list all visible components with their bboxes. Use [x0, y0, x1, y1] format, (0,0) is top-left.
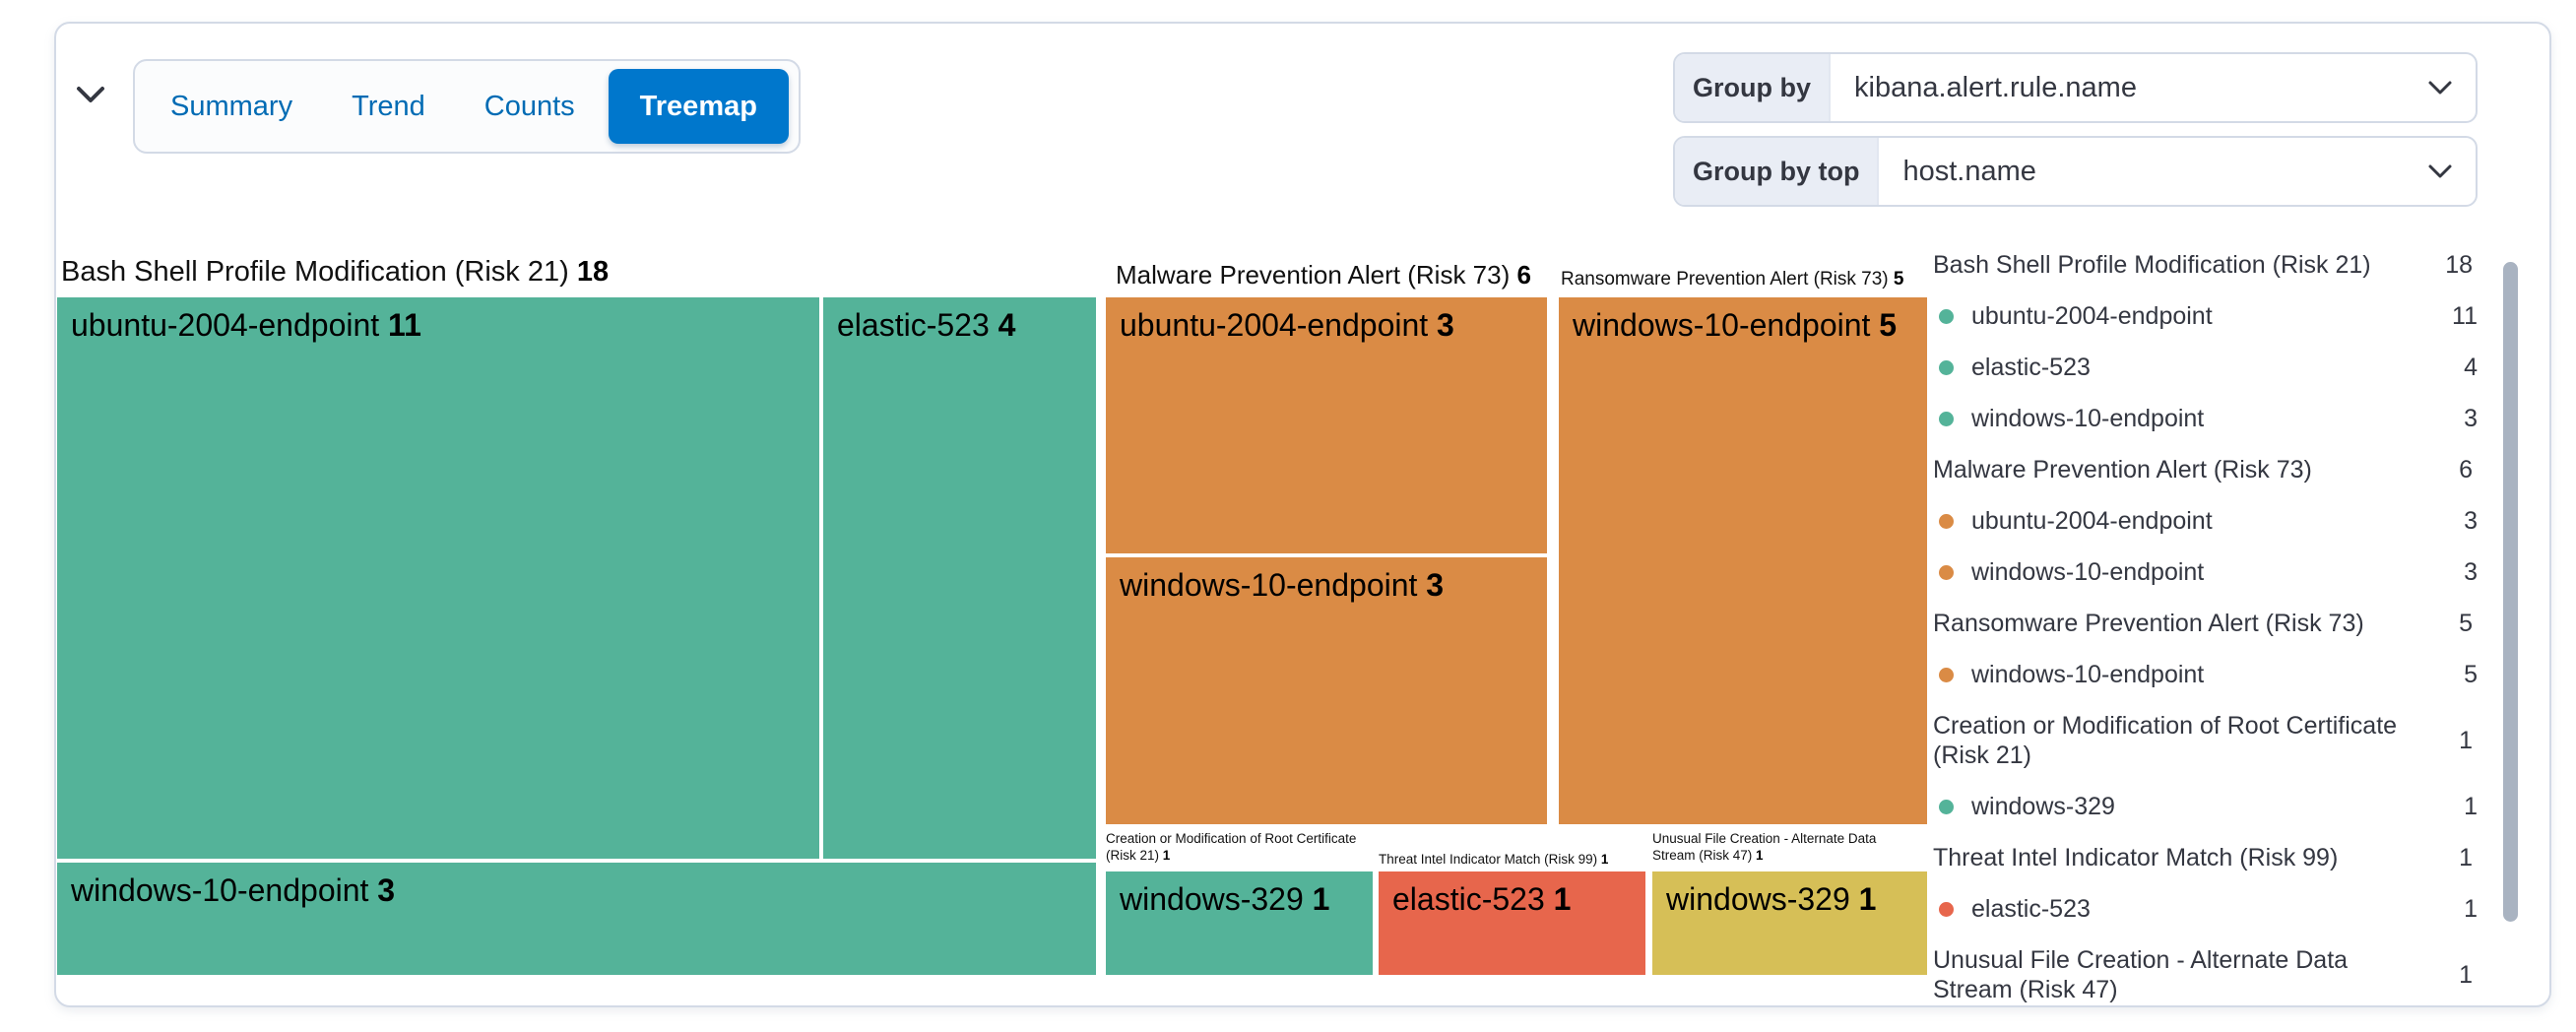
treemap-cell-label: windows-329 1 — [1120, 881, 1330, 917]
legend-dot — [1939, 513, 1954, 529]
treemap-cell-label: windows-10-endpoint 3 — [71, 872, 396, 908]
treemap-cell[interactable]: windows-10-endpoint 3 — [1106, 557, 1547, 824]
group-by-label: Group by — [1675, 54, 1831, 121]
legend-item-row[interactable]: windows-329 1 — [1933, 792, 2478, 821]
collapse-accordion-button[interactable] — [65, 69, 116, 120]
legend-title-row[interactable]: Bash Shell Profile Modification (Risk 21… — [1933, 251, 2473, 279]
legend-item-row[interactable]: windows-10-endpoint 3 — [1933, 557, 2478, 587]
legend-dot — [1939, 901, 1954, 917]
legend-dot — [1939, 308, 1954, 324]
legend-item-row[interactable]: ubuntu-2004-endpoint 3 — [1933, 506, 2478, 536]
treemap-group-title: Malware Prevention Alert (Risk 73) 6 — [1116, 260, 1531, 290]
treemap-cell-label: windows-329 1 — [1666, 881, 1877, 917]
tab-summary[interactable]: Summary — [141, 61, 322, 152]
group-by-top-select[interactable]: Group by top host.name — [1673, 136, 2478, 207]
chevron-down-icon — [75, 85, 106, 104]
treemap-group-title: Creation or Modification of Root Certifi… — [1106, 831, 1357, 863]
treemap-cell[interactable]: windows-329 1 — [1106, 871, 1373, 975]
legend-item-row[interactable]: windows-10-endpoint 5 — [1933, 660, 2478, 689]
treemap-cell[interactable]: windows-329 1 — [1652, 871, 1927, 975]
legend-title-row[interactable]: Threat Intel Indicator Match (Risk 99) 1 — [1933, 844, 2473, 871]
legend-title-row[interactable]: Malware Prevention Alert (Risk 73) 6 — [1933, 456, 2473, 484]
group-by-top-value: host.name — [1902, 155, 2036, 187]
legend-dot — [1939, 411, 1954, 426]
treemap-cell-label: windows-10-endpoint 3 — [1120, 567, 1445, 603]
treemap-group-title: Ransomware Prevention Alert (Risk 73) 5 — [1561, 269, 1904, 290]
legend-dot — [1939, 564, 1954, 580]
chevron-down-icon — [2426, 138, 2476, 205]
treemap-cell[interactable]: windows-10-endpoint 3 — [57, 863, 1096, 975]
group-by-top-label: Group by top — [1675, 138, 1880, 205]
legend-dot — [1939, 359, 1954, 375]
treemap-cell-label: elastic-523 4 — [837, 307, 1016, 343]
treemap-cell[interactable]: ubuntu-2004-endpoint 11 — [57, 297, 819, 859]
legend-scrollbar-thumb[interactable] — [2503, 262, 2518, 922]
group-by-value: kibana.alert.rule.name — [1854, 71, 2137, 103]
treemap-legend: Bash Shell Profile Modification (Risk 21… — [1933, 250, 2478, 1026]
legend-dot — [1939, 799, 1954, 814]
treemap-group-title: Threat Intel Indicator Match (Risk 99) 1 — [1379, 852, 1609, 867]
legend-item-row[interactable]: elastic-523 4 — [1933, 353, 2478, 382]
group-by-select[interactable]: Group by kibana.alert.rule.name — [1673, 52, 2478, 123]
treemap-cell[interactable]: elastic-523 1 — [1379, 871, 1645, 975]
legend-item-row[interactable]: elastic-523 1 — [1933, 894, 2478, 924]
tab-trend[interactable]: Trend — [322, 61, 455, 152]
treemap-cell-label: ubuntu-2004-endpoint 11 — [71, 307, 421, 343]
chevron-down-icon — [2426, 54, 2476, 121]
legend-item-row[interactable]: ubuntu-2004-endpoint 11 — [1933, 301, 2478, 331]
treemap-cell[interactable]: elastic-523 4 — [823, 297, 1096, 859]
tab-counts[interactable]: Counts — [455, 61, 605, 152]
treemap-cell-label: ubuntu-2004-endpoint 3 — [1120, 307, 1454, 343]
legend-dot — [1939, 667, 1954, 682]
chart-view-button-group: Summary Trend Counts Treemap — [133, 59, 801, 154]
treemap-cell[interactable]: windows-10-endpoint 5 — [1559, 297, 1927, 824]
legend-title-row[interactable]: Unusual File Creation - Alternate Data S… — [1933, 946, 2473, 1003]
tab-treemap[interactable]: Treemap — [608, 69, 789, 144]
treemap-group-title: Bash Shell Profile Modification (Risk 21… — [61, 256, 610, 288]
legend-title-row[interactable]: Ransomware Prevention Alert (Risk 73) 5 — [1933, 610, 2473, 637]
treemap-cell[interactable]: ubuntu-2004-endpoint 3 — [1106, 297, 1547, 553]
treemap-cell-label: elastic-523 1 — [1392, 881, 1572, 917]
treemap-group-title: Unusual File Creation - Alternate Data S… — [1652, 831, 1877, 863]
legend-item-row[interactable]: windows-10-endpoint 3 — [1933, 404, 2478, 433]
legend-title-row[interactable]: Creation or Modification of Root Certifi… — [1933, 712, 2473, 769]
treemap-cell-label: windows-10-endpoint 5 — [1573, 307, 1898, 343]
